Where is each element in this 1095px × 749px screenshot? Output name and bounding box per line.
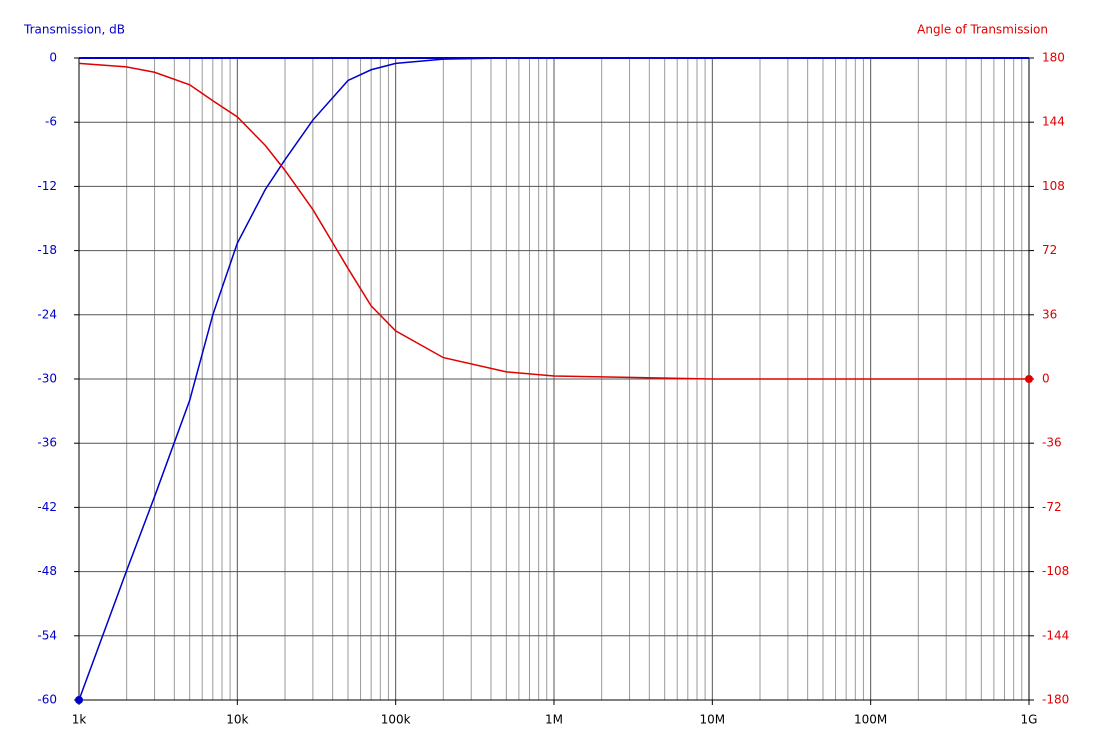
y-tick-label: -60 <box>37 693 57 707</box>
y2-tick-label: 144 <box>1042 115 1065 129</box>
y2-tick-label: -180 <box>1042 693 1069 707</box>
y-tick-label: -54 <box>37 628 57 642</box>
endpoint-marker <box>1025 375 1033 383</box>
y-tick-label: -6 <box>45 115 57 129</box>
y2-tick-label: 36 <box>1042 307 1057 321</box>
y2-tick-label: 180 <box>1042 51 1065 65</box>
endpoint-marker <box>75 696 83 704</box>
y-tick-label: 0 <box>49 51 57 65</box>
x-tick-label: 10k <box>226 713 248 727</box>
y-tick-label: -48 <box>37 564 57 578</box>
y-tick-label: -36 <box>37 436 57 450</box>
x-tick-label: 1G <box>1021 713 1038 727</box>
y-axis-title: Transmission, dB <box>23 23 125 37</box>
x-tick-label: 1k <box>72 713 87 727</box>
y-tick-label: -42 <box>37 500 57 514</box>
y2-tick-label: 0 <box>1042 372 1050 386</box>
y2-tick-label: -72 <box>1042 500 1062 514</box>
y2-tick-label: -36 <box>1042 436 1062 450</box>
x-tick-label: 100k <box>381 713 411 727</box>
x-tick-label: 1M <box>545 713 563 727</box>
series-line <box>78 62 1029 380</box>
x-tick-label: 100M <box>854 713 887 727</box>
y2-tick-label: 72 <box>1042 243 1057 257</box>
series-line <box>78 57 1029 701</box>
y2-tick-label: -108 <box>1042 564 1069 578</box>
y-tick-label: -12 <box>37 179 57 193</box>
y-tick-label: -30 <box>37 372 57 386</box>
x-tick-label: 10M <box>700 713 726 727</box>
y2-axis-title: Angle of Transmission <box>917 23 1048 37</box>
y2-tick-label: -144 <box>1042 628 1069 642</box>
y-tick-label: -18 <box>37 243 57 257</box>
y-tick-label: -24 <box>37 307 57 321</box>
y2-tick-label: 108 <box>1042 179 1065 193</box>
